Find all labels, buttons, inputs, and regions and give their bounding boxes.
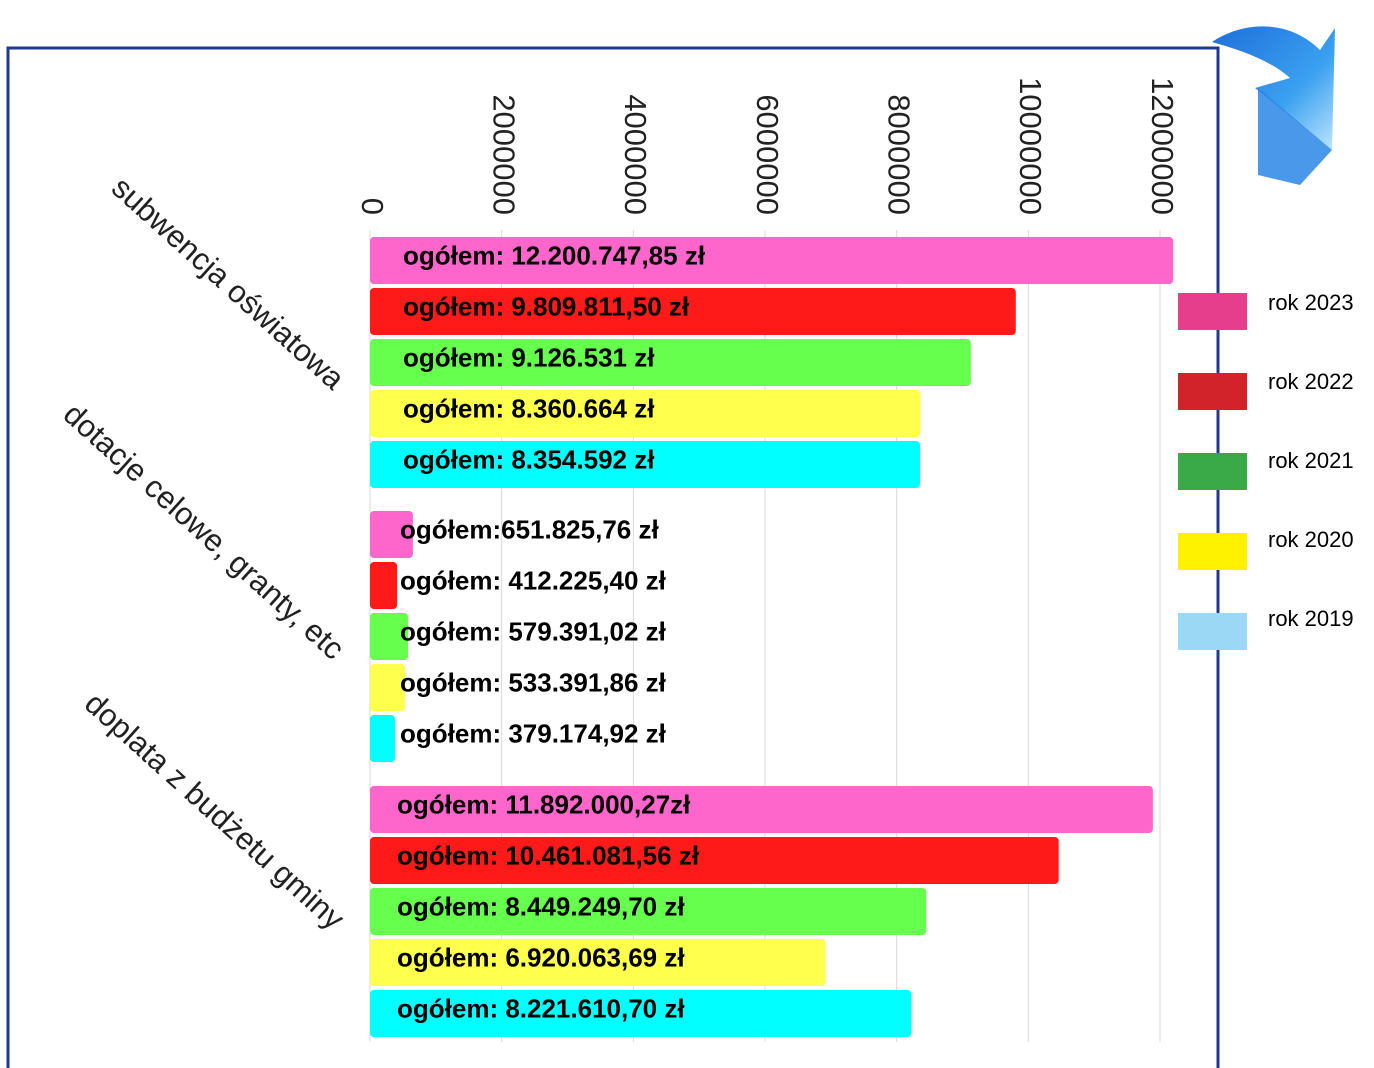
value-label: ogółem: 10.461.081,56 zł: [397, 840, 700, 870]
x-tick-label: 8000000: [881, 94, 916, 215]
value-label: ogółem: 8.354.592 zł: [403, 444, 655, 474]
value-label: ogółem: 8.221.610,70 zł: [397, 993, 685, 1023]
bar: [370, 562, 397, 609]
x-tick-label: 6000000: [750, 94, 785, 215]
value-label: ogółem: 12.200.747,85 zł: [403, 240, 706, 270]
legend-label: rok 2021: [1268, 448, 1354, 473]
bar: [370, 715, 395, 762]
value-label: ogółem: 379.174,92 zł: [400, 718, 667, 748]
legend-swatch: [1178, 453, 1247, 490]
value-label: ogółem: 8.360.664 zł: [403, 393, 655, 423]
arrow-icon: [1212, 26, 1335, 185]
value-label: ogółem: 9.809.811,50 zł: [403, 291, 690, 321]
category-label: subwencja oświatowa: [105, 170, 352, 397]
value-label: ogółem:651.825,76 zł: [400, 514, 659, 544]
x-tick-label: 10000000: [1013, 77, 1048, 215]
x-tick-label: 2000000: [486, 94, 521, 215]
chart: 0 2000000 4000000 6000000 8000000 10000000 120…: [0, 0, 1374, 1068]
value-label: ogółem: 533.391,86 zł: [400, 667, 667, 697]
category-label: doplata z budżetu gminy: [78, 685, 352, 936]
value-label: ogółem: 9.126.531 zł: [403, 342, 655, 372]
legend-label: rok 2023: [1268, 290, 1354, 315]
value-label: ogółem: 8.449.249,70 zł: [397, 891, 685, 921]
legend-swatch: [1178, 373, 1247, 410]
value-label: ogółem: 6.920.063,69 zł: [397, 942, 685, 972]
category-label: dotacje celowe, granty, etc: [57, 396, 351, 666]
value-label: ogółem: 579.391,02 zł: [400, 616, 667, 646]
value-label: ogółem: 412.225,40 zł: [400, 565, 667, 595]
x-tick-label: 12000000: [1145, 77, 1180, 215]
value-label: ogółem: 11.892.000,27zł: [397, 789, 691, 819]
legend-label: rok 2020: [1268, 527, 1354, 552]
legend-label: rok 2019: [1268, 606, 1354, 631]
legend-label: rok 2022: [1268, 369, 1354, 394]
x-tick-label: 0: [355, 198, 390, 215]
x-tick-label: 4000000: [618, 94, 653, 215]
legend-swatch: [1178, 613, 1247, 650]
legend-swatch: [1178, 533, 1247, 570]
legend-swatch: [1178, 293, 1247, 330]
